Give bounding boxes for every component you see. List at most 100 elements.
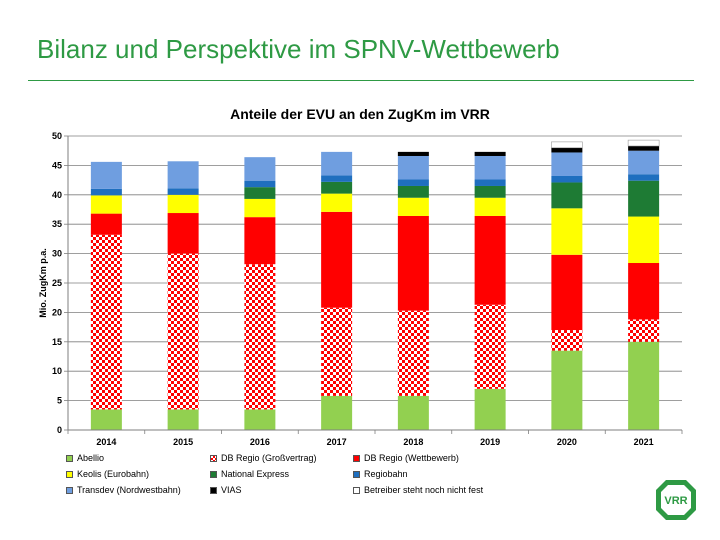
y-tick-label: 35: [52, 219, 62, 229]
legend-swatch: [353, 470, 360, 478]
legend-swatch: [66, 470, 73, 478]
x-tick-label: 2014: [96, 437, 116, 447]
bar-segment-2018-2: [397, 215, 429, 311]
y-tick-label: 20: [52, 307, 62, 317]
bar-segment-2018-6: [397, 155, 429, 180]
legend-label: Betreiber steht noch nicht fest: [364, 485, 484, 495]
chart-title: Anteile der EVU an den ZugKm im VRR: [230, 106, 490, 122]
bar-segment-2021-0: [628, 341, 660, 430]
legend-label: National Express: [221, 469, 290, 479]
legend-item: DB Regio (Großvertrag): [210, 453, 317, 463]
bar-segment-2016-3: [244, 198, 276, 218]
bar-segment-2021-1: [628, 319, 660, 342]
legend-item: Betreiber steht noch nicht fest: [353, 485, 483, 495]
bar-segment-2016-6: [244, 157, 276, 181]
bar-segment-2021-3: [628, 216, 660, 264]
y-tick-label: 0: [57, 425, 62, 435]
bar-segment-2019-0: [474, 388, 506, 430]
bar-segment-2017-4: [321, 181, 353, 194]
x-tick-label: 2018: [403, 437, 423, 447]
x-tick-label: 2021: [634, 437, 654, 447]
legend-item: Abellio: [66, 453, 104, 463]
bar-segment-2014-5: [90, 188, 122, 196]
bar-segment-2015-5: [167, 188, 199, 195]
bar-segment-2021-4: [628, 180, 660, 217]
y-tick-label: 40: [52, 190, 62, 200]
y-axis-label: Mio. ZugKm p.a.: [38, 248, 48, 318]
bar-segment-2017-0: [321, 395, 353, 430]
legend-label: Abellio: [77, 453, 105, 463]
bar-segment-2015-1: [167, 253, 199, 410]
x-tick-label: 2017: [327, 437, 347, 447]
legend-item: Transdev (Nordwestbahn): [66, 485, 181, 495]
bar-segment-2020-2: [551, 254, 583, 331]
bar-segment-2021-6: [628, 150, 660, 175]
bar-segment-2015-2: [167, 213, 199, 254]
bar-segment-2020-1: [551, 330, 583, 351]
bar-segment-2014-2: [90, 213, 122, 235]
legend-swatch: [66, 454, 73, 462]
y-tick-label: 15: [52, 337, 62, 347]
legend-label: DB Regio (Großvertrag): [221, 453, 317, 463]
bar-segment-2015-3: [167, 194, 199, 214]
bar-segment-2014-3: [90, 195, 122, 214]
bar-segment-2016-1: [244, 264, 276, 410]
legend-label: DB Regio (Wettbewerb): [364, 453, 459, 463]
bar-segment-2018-1: [397, 310, 429, 396]
legend-swatch: [210, 470, 217, 478]
x-tick-label: 2019: [480, 437, 500, 447]
bar-segment-2021-8: [627, 139, 660, 147]
legend-swatch: [210, 454, 217, 462]
y-tick-label: 50: [52, 131, 62, 141]
legend-swatch: [353, 454, 360, 462]
bar-segment-2019-5: [474, 179, 506, 186]
x-tick-label: 2015: [173, 437, 193, 447]
title-divider: [28, 80, 694, 81]
slide-title: Bilanz und Perspektive im SPNV-Wettbewer…: [37, 34, 560, 64]
legend-swatch: [210, 486, 217, 494]
bar-segment-2021-7: [628, 145, 660, 151]
bar-segment-2014-0: [90, 409, 122, 430]
legend-swatch: [66, 486, 73, 494]
legend-item: DB Regio (Wettbewerb): [353, 453, 459, 463]
y-tick-label: 45: [52, 160, 62, 170]
bar-segment-2018-7: [397, 151, 429, 156]
bar-segment-2017-6: [321, 151, 353, 176]
bar-segment-2018-4: [397, 185, 429, 198]
legend-label: Regiobahn: [364, 469, 408, 479]
y-tick-label: 5: [57, 396, 62, 406]
bar-segment-2021-5: [628, 174, 660, 181]
bar-segment-2020-7: [551, 147, 583, 153]
legend-label: VIAS: [221, 485, 242, 495]
bar-segment-2021-2: [628, 263, 660, 320]
vrr-logo-text: VRR: [664, 495, 687, 507]
bar-segment-2020-6: [551, 152, 583, 176]
bar-segment-2017-5: [321, 175, 353, 182]
legend-item: Keolis (Eurobahn): [66, 469, 149, 479]
legend-item: VIAS: [210, 485, 242, 495]
bar-segment-2019-1: [474, 304, 506, 389]
bar-segment-2016-5: [244, 180, 276, 188]
bar-segment-2017-2: [321, 211, 353, 308]
y-tick-label: 25: [52, 278, 62, 288]
legend-item: Regiobahn: [353, 469, 408, 479]
legend-swatch: [353, 486, 360, 494]
y-tick-label: 30: [52, 249, 62, 259]
bar-segment-2020-4: [551, 182, 583, 209]
bar-segment-2014-1: [90, 234, 122, 410]
bar-segment-2020-8: [551, 141, 583, 149]
bar-segment-2018-0: [397, 395, 429, 430]
legend-label: Keolis (Eurobahn): [77, 469, 150, 479]
y-tick-label: 10: [52, 366, 62, 376]
bar-segment-2014-6: [90, 161, 122, 189]
bar-segment-2020-5: [551, 175, 583, 183]
bar-segment-2018-5: [397, 179, 429, 186]
bar-segment-2015-0: [167, 409, 199, 430]
bar-segment-2020-0: [551, 350, 583, 430]
legend-label: Transdev (Nordwestbahn): [77, 485, 181, 495]
x-tick-label: 2016: [250, 437, 270, 447]
bar-segment-2016-4: [244, 187, 276, 199]
bar-segment-2018-3: [397, 197, 429, 216]
bar-segment-2016-0: [244, 409, 276, 430]
